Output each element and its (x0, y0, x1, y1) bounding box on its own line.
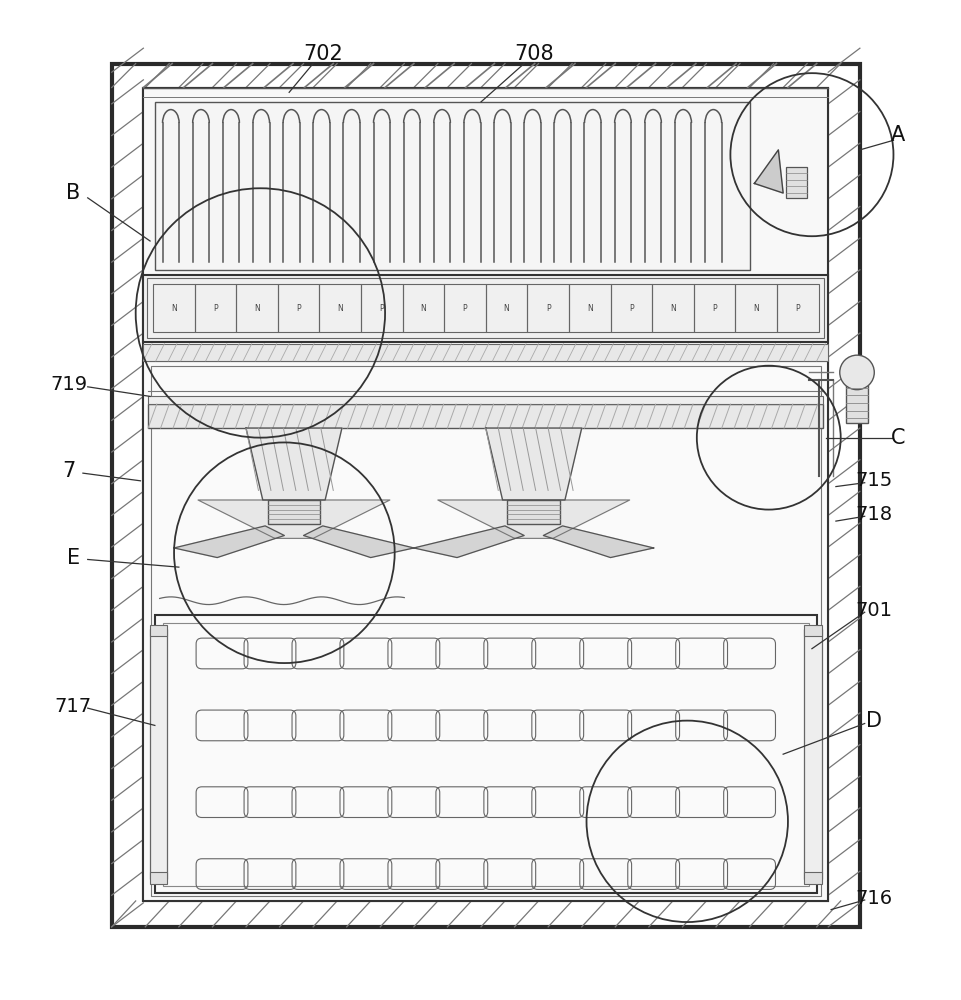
Bar (402, 284, 444, 332)
Text: A: A (890, 125, 904, 145)
Polygon shape (413, 526, 524, 558)
Polygon shape (753, 150, 782, 193)
Bar (148, 396, 823, 404)
Bar (194, 284, 235, 332)
Bar (155, 102, 749, 270)
Bar (143, 88, 827, 901)
Text: P: P (795, 304, 800, 313)
Bar (147, 278, 824, 338)
Text: E: E (66, 548, 80, 568)
Bar (278, 284, 319, 332)
Text: N: N (586, 304, 592, 313)
Polygon shape (543, 526, 653, 558)
Bar (846, 385, 867, 423)
Bar (444, 284, 485, 332)
Text: N: N (504, 304, 509, 313)
Text: 718: 718 (855, 505, 892, 524)
Text: N: N (337, 304, 343, 313)
Bar (652, 284, 693, 332)
Text: B: B (66, 183, 81, 203)
Bar (803, 625, 821, 636)
Polygon shape (198, 500, 389, 538)
Text: N: N (171, 304, 177, 313)
Text: D: D (866, 711, 881, 731)
Text: N: N (752, 304, 758, 313)
Text: N: N (254, 304, 259, 313)
Text: 717: 717 (55, 697, 92, 716)
Bar (150, 629, 167, 879)
Text: 7: 7 (62, 461, 75, 481)
Bar (150, 625, 167, 636)
Text: P: P (379, 304, 383, 313)
Text: 719: 719 (50, 375, 87, 394)
Text: N: N (670, 304, 676, 313)
Bar (610, 284, 652, 332)
Text: P: P (711, 304, 716, 313)
Circle shape (839, 355, 874, 390)
Bar (527, 284, 568, 332)
Bar (360, 284, 402, 332)
Text: N: N (420, 304, 426, 313)
Bar (506, 500, 559, 524)
Bar (485, 284, 527, 332)
Bar (150, 872, 167, 884)
Bar (143, 344, 827, 361)
Text: P: P (628, 304, 633, 313)
Polygon shape (304, 526, 413, 558)
Text: P: P (212, 304, 217, 313)
Bar (693, 284, 734, 332)
Text: 708: 708 (513, 44, 553, 64)
Text: C: C (890, 428, 904, 448)
Bar (143, 88, 827, 279)
Bar (162, 623, 808, 886)
Bar (155, 615, 816, 893)
Bar (235, 284, 278, 332)
Text: 701: 701 (855, 601, 892, 620)
Bar (785, 167, 806, 198)
Text: 702: 702 (303, 44, 342, 64)
Text: P: P (545, 304, 550, 313)
Bar (568, 284, 610, 332)
Bar (267, 500, 320, 524)
Bar (803, 872, 821, 884)
Bar (151, 366, 820, 896)
Polygon shape (174, 526, 284, 558)
Bar (803, 629, 821, 879)
Bar (153, 284, 194, 332)
Polygon shape (485, 428, 581, 500)
Polygon shape (246, 428, 341, 500)
Bar (148, 404, 823, 428)
Polygon shape (437, 500, 629, 538)
Bar (143, 275, 827, 342)
Text: P: P (462, 304, 467, 313)
Bar (776, 284, 818, 332)
Bar (319, 284, 360, 332)
Bar (734, 284, 776, 332)
Text: 716: 716 (855, 889, 892, 908)
Bar (143, 361, 827, 901)
Text: 715: 715 (854, 471, 892, 490)
Text: P: P (296, 304, 301, 313)
Bar (111, 64, 859, 927)
